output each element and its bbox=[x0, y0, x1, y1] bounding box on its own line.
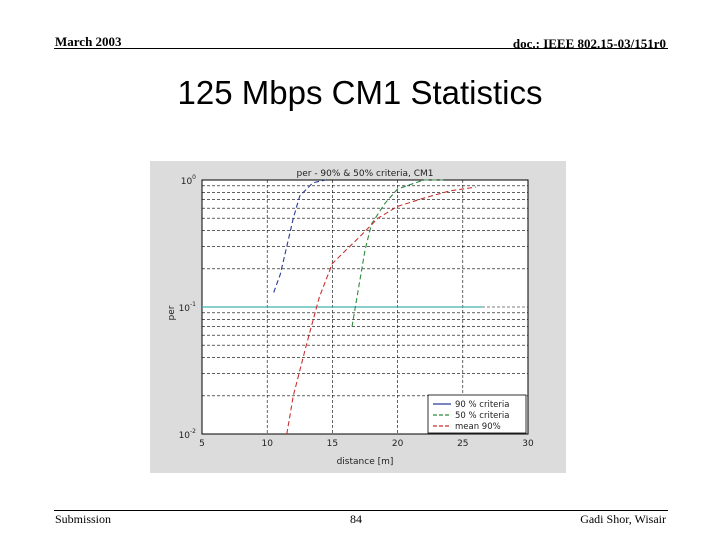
footer-submission: Submission bbox=[55, 512, 112, 526]
page-number: 84 bbox=[350, 512, 362, 526]
x-tick-label: 30 bbox=[522, 439, 534, 449]
author: Gadi Shor, Wisair bbox=[580, 512, 666, 526]
x-tick-label: 10 bbox=[261, 439, 273, 449]
footer-divider bbox=[54, 510, 668, 511]
legend-box bbox=[427, 394, 527, 434]
series-mean-90-line bbox=[286, 186, 476, 435]
chart-title: per - 90% & 50% criteria, CM1 bbox=[297, 169, 434, 179]
x-tick-label: 25 bbox=[457, 439, 468, 449]
legend-label: mean 90% bbox=[455, 422, 501, 432]
y-axis-label: per bbox=[167, 305, 177, 320]
x-axis-label: distance [m] bbox=[337, 457, 394, 467]
series-50-criteria-line bbox=[351, 179, 444, 327]
slide-title: 125 Mbps CM1 Statistics bbox=[177, 74, 543, 111]
header-divider bbox=[54, 48, 668, 49]
document-id: doc.: IEEE 802.15-03/151r0 bbox=[512, 36, 666, 51]
legend-label: 50 % criteria bbox=[455, 411, 509, 421]
series-group bbox=[202, 179, 483, 435]
slide-date: March 2003 bbox=[55, 34, 122, 49]
x-tick-label: 15 bbox=[327, 439, 338, 449]
series-90-criteria-line bbox=[273, 179, 327, 293]
x-tick-label: 20 bbox=[392, 439, 404, 449]
legend-label: 90 % criteria bbox=[455, 400, 509, 410]
x-tick-label: 5 bbox=[199, 439, 205, 449]
